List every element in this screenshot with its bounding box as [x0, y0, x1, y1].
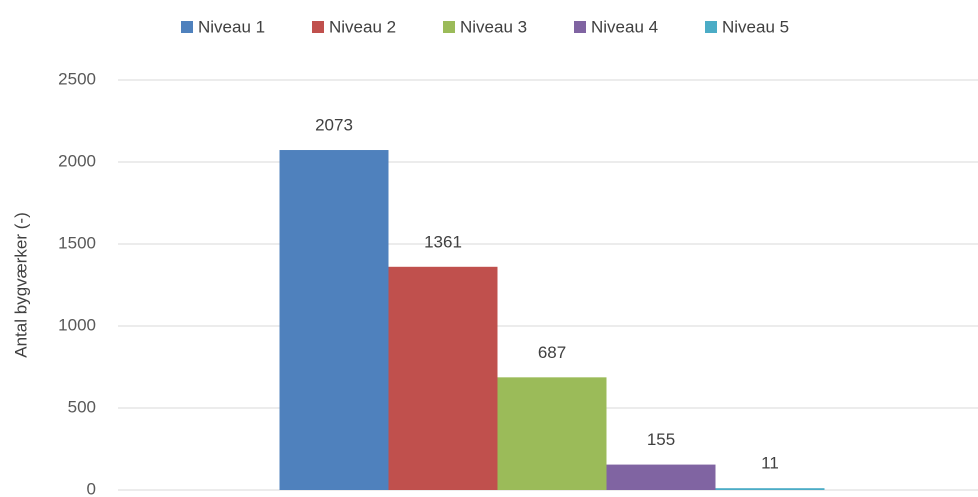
y-tick-label: 1000 [58, 315, 96, 334]
legend-label: Niveau 3 [460, 17, 527, 36]
legend-label: Niveau 2 [329, 17, 396, 36]
y-tick-label: 1500 [58, 233, 96, 252]
bar [606, 464, 716, 490]
legend-swatch [705, 21, 717, 33]
bar [715, 488, 825, 490]
value-label: 687 [538, 343, 566, 362]
value-label: 2073 [315, 116, 353, 135]
bar [388, 266, 498, 490]
legend-label: Niveau 4 [591, 17, 658, 36]
y-tick-label: 0 [87, 479, 96, 497]
legend-label: Niveau 1 [198, 17, 265, 36]
value-label: 155 [647, 430, 675, 449]
value-label: 11 [761, 454, 779, 473]
y-tick-label: 500 [68, 397, 96, 416]
legend-swatch [443, 21, 455, 33]
y-tick-label: 2000 [58, 151, 96, 170]
bar [497, 377, 607, 490]
legend-label: Niveau 5 [722, 17, 789, 36]
bar [279, 150, 389, 490]
value-label: 1361 [424, 232, 462, 251]
legend-swatch [181, 21, 193, 33]
y-axis-label: Antal bygværker (-) [11, 212, 30, 357]
legend-swatch [574, 21, 586, 33]
y-tick-label: 2500 [58, 69, 96, 88]
legend-swatch [312, 21, 324, 33]
